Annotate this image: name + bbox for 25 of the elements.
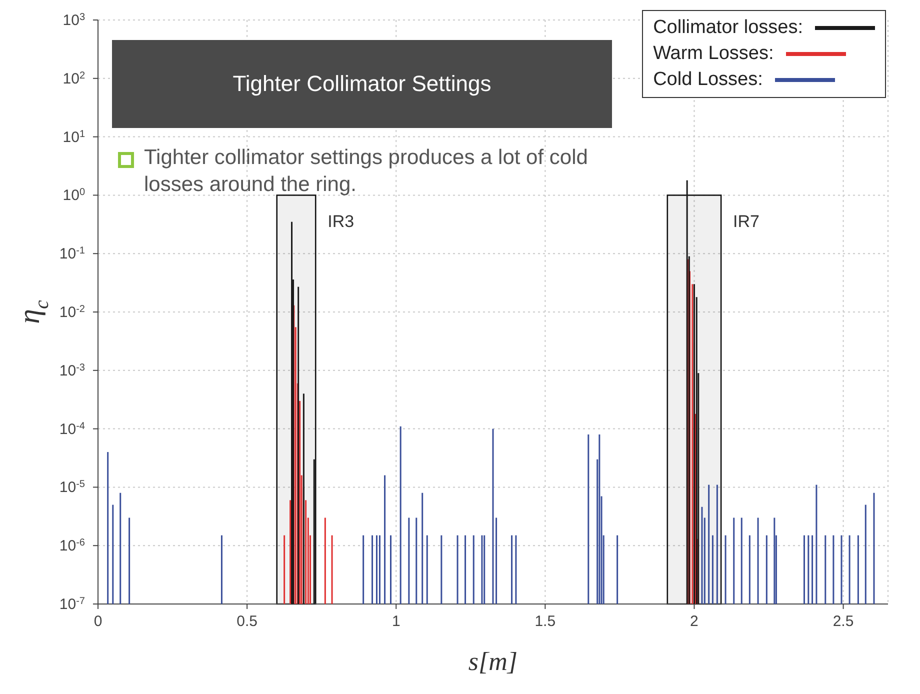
x-tick-label: 2 bbox=[689, 613, 700, 631]
y-tick-label: 10$^{-2}$ bbox=[59, 304, 86, 321]
y-tick-label: 10$^{-7}$ bbox=[59, 596, 86, 613]
x-tick-label: 1 bbox=[390, 613, 402, 631]
x-tick-label: 0.5 bbox=[236, 613, 258, 631]
x-tick-label: 0 bbox=[92, 613, 104, 631]
y-tick-label: 10$^{-6}$ bbox=[59, 537, 86, 555]
y-tick-label: 10$^{3}$ bbox=[62, 12, 86, 29]
y-tick-label: 10$^{0}$ bbox=[62, 186, 86, 204]
x-tick-label: 2.5 bbox=[832, 613, 855, 631]
y-tick-label: 10$^{-4}$ bbox=[59, 420, 86, 438]
y-tick-label: 10$^{1}$ bbox=[62, 128, 86, 146]
y-tick-label: 10$^{-3}$ bbox=[59, 362, 86, 380]
x-tick-label: 1.5 bbox=[534, 613, 557, 631]
band-label: IR3 bbox=[328, 212, 354, 232]
legend-label: Warm Losses: bbox=[653, 42, 774, 66]
legend-label: Cold Losses: bbox=[653, 68, 763, 92]
title-panel: Tighter Collimator Settings bbox=[112, 40, 612, 128]
legend-label: Collimator losses: bbox=[653, 16, 803, 40]
annotation: Tighter collimator settings produces a lot of cold losses around the ring. bbox=[144, 145, 588, 198]
x-axis-title: s[m] bbox=[468, 647, 518, 676]
y-tick-label: 10$^{2}$ bbox=[62, 70, 86, 88]
y-tick-label: 10$^{-5}$ bbox=[59, 478, 86, 496]
y-tick-label: 10$^{-1}$ bbox=[59, 245, 86, 263]
band-label: IR7 bbox=[733, 212, 760, 232]
